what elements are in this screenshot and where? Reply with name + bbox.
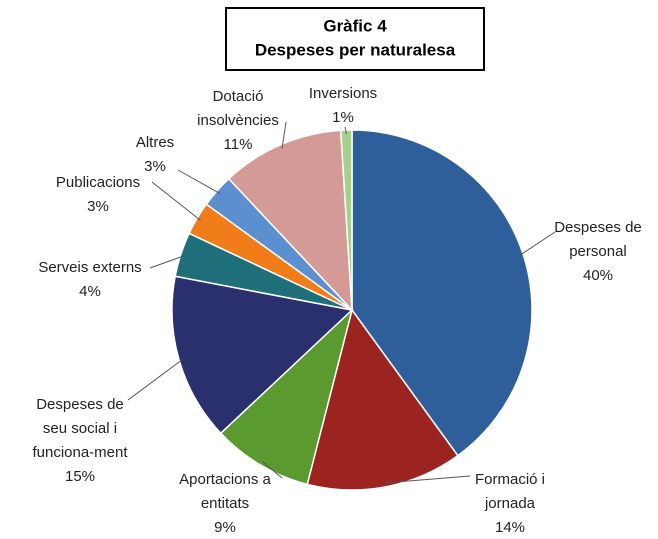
slice-label: jornada: [484, 495, 536, 512]
slice-label: Altres: [136, 134, 174, 151]
slice-label: seu social i: [43, 420, 117, 437]
pie-slice: [227, 129, 353, 313]
pie-slice: [351, 129, 533, 457]
slice-label: Dotació: [213, 88, 264, 105]
pie-slice: [306, 308, 459, 491]
title-box: [225, 7, 485, 71]
leader-line: [281, 121, 287, 149]
slice-value-label: 3%: [144, 158, 166, 175]
slice-label: funciona-ment: [32, 444, 128, 461]
pie-slice: [339, 129, 353, 311]
slice-label: Publicacions: [56, 174, 140, 191]
slice-value-label: 1%: [332, 109, 354, 126]
slice-value-label: 3%: [87, 198, 109, 215]
chart-title: Gràfic 4: [323, 16, 387, 35]
slice-label: Inversions: [309, 85, 377, 102]
leader-line: [177, 169, 221, 195]
leader-line: [262, 461, 283, 479]
leader-line: [149, 255, 185, 269]
slice-label: insolvències: [197, 112, 279, 129]
leader-line: [127, 358, 184, 401]
slice-label: personal: [569, 243, 627, 260]
slice-value-label: 11%: [224, 136, 253, 153]
slice-value-label: 4%: [79, 283, 101, 300]
leader-line: [151, 181, 201, 221]
leader-line: [519, 231, 556, 257]
leader-line: [344, 126, 347, 135]
slice-label: Despeses de: [554, 219, 642, 236]
chart-title: Despeses per naturalesa: [255, 40, 456, 59]
slice-label: Aportacions a: [179, 471, 271, 488]
pie-slice: [219, 307, 354, 486]
leader-line: [384, 475, 471, 484]
slice-label: Formació i: [475, 471, 545, 488]
slice-label: entitats: [201, 495, 249, 512]
slice-value-label: 9%: [214, 519, 236, 536]
slice-value-label: 40%: [583, 267, 613, 284]
slice-label: Serveis externs: [38, 259, 141, 276]
slice-label: Despeses de: [36, 396, 124, 413]
slice-value-label: 15%: [65, 468, 95, 485]
slice-value-label: 14%: [495, 519, 525, 536]
pie-slice: [171, 275, 354, 435]
